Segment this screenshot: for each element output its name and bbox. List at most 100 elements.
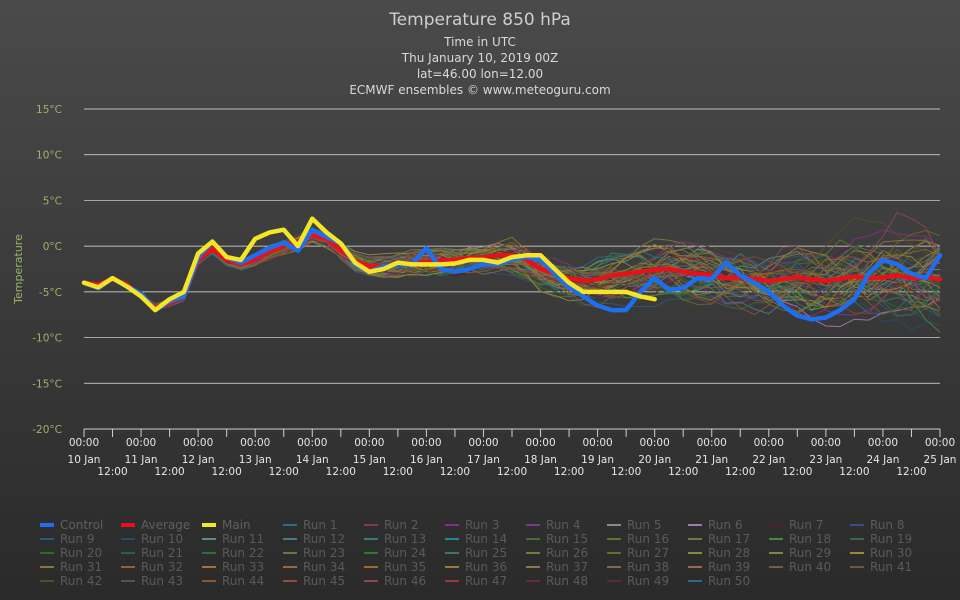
x-tick-date: 25 Jan bbox=[924, 454, 957, 466]
y-tick-label: 0°C bbox=[43, 241, 62, 253]
legend-item-label[interactable]: Run 42 bbox=[60, 574, 102, 588]
chart-title: Temperature 850 hPa bbox=[388, 10, 571, 30]
legend-item-label[interactable]: Run 19 bbox=[870, 532, 912, 546]
x-tick-date: 19 Jan bbox=[581, 454, 614, 466]
x-tick-minor-label: 12:00 bbox=[154, 466, 184, 478]
ensemble-run-line bbox=[83, 229, 941, 309]
legend-item-label[interactable]: Run 47 bbox=[465, 574, 507, 588]
legend-item-label[interactable]: Run 49 bbox=[627, 574, 669, 588]
legend-item-label[interactable]: Run 16 bbox=[627, 532, 669, 546]
legend-item-label[interactable]: Run 11 bbox=[222, 532, 264, 546]
legend-item-label[interactable]: Run 20 bbox=[60, 546, 102, 560]
x-tick-date: 15 Jan bbox=[353, 454, 386, 466]
legend-item-label[interactable]: Run 13 bbox=[384, 532, 426, 546]
x-tick-time: 00:00 bbox=[411, 437, 441, 449]
chart-subtitle-3: lat=46.00 lon=12.00 bbox=[417, 67, 543, 81]
legend-item-label[interactable]: Run 35 bbox=[384, 560, 426, 574]
legend-item-label[interactable]: Run 8 bbox=[870, 518, 904, 532]
series-line-main bbox=[81, 216, 657, 313]
x-tick-date: 13 Jan bbox=[239, 454, 272, 466]
legend-item-label[interactable]: Control bbox=[60, 518, 103, 532]
legend-item-label[interactable]: Run 9 bbox=[60, 532, 94, 546]
legend-item-label[interactable]: Run 28 bbox=[708, 546, 750, 560]
legend-item-label[interactable]: Run 6 bbox=[708, 518, 742, 532]
legend-item-label[interactable]: Run 31 bbox=[60, 560, 102, 574]
legend-item-label[interactable]: Run 14 bbox=[465, 532, 507, 546]
legend-item-label[interactable]: Run 43 bbox=[141, 574, 183, 588]
legend-item-label[interactable]: Run 30 bbox=[870, 546, 912, 560]
chart-subtitle-4: ECMWF ensembles © www.meteoguru.com bbox=[349, 83, 610, 97]
x-tick-date: 22 Jan bbox=[752, 454, 785, 466]
legend-item-label[interactable]: Run 17 bbox=[708, 532, 750, 546]
legend-item-label[interactable]: Run 2 bbox=[384, 518, 418, 532]
x-axis-ticks: 00:00 10 Jan 00:00 11 Jan 00:00 12 Jan 00:00 13… bbox=[68, 428, 957, 478]
legend-item-label[interactable]: Average bbox=[141, 518, 190, 532]
legend-item-label[interactable]: Run 27 bbox=[627, 546, 669, 560]
chart-subtitle-1: Time in UTC bbox=[443, 35, 516, 49]
legend-item-label[interactable]: Run 7 bbox=[789, 518, 823, 532]
x-tick-time: 00:00 bbox=[297, 437, 327, 449]
legend-item-label[interactable]: Run 48 bbox=[546, 574, 588, 588]
x-tick-minor-label: 12:00 bbox=[611, 466, 641, 478]
y-axis-ticks: 15°C 10°C 5°C 0°C -5°C -10°C -15°C -20°C bbox=[32, 104, 62, 436]
legend: Control Average Main Run 1 Run 2 Run 3 Run 4 Ru… bbox=[40, 518, 912, 588]
x-tick-date: 20 Jan bbox=[638, 454, 671, 466]
x-tick-date: 11 Jan bbox=[125, 454, 158, 466]
legend-item-label[interactable]: Run 38 bbox=[627, 560, 669, 574]
legend-item-label[interactable]: Main bbox=[222, 518, 251, 532]
x-tick-time: 00:00 bbox=[240, 437, 270, 449]
legend-item-label[interactable]: Run 24 bbox=[384, 546, 426, 560]
y-tick-label: 10°C bbox=[36, 150, 62, 162]
x-tick-date: 14 Jan bbox=[296, 454, 329, 466]
y-tick-label: -15°C bbox=[32, 378, 62, 390]
x-tick-date: 12 Jan bbox=[182, 454, 215, 466]
legend-item-label[interactable]: Run 46 bbox=[384, 574, 426, 588]
legend-item-label[interactable]: Run 32 bbox=[141, 560, 183, 574]
legend-item-label[interactable]: Run 41 bbox=[870, 560, 912, 574]
legend-item-label[interactable]: Run 1 bbox=[303, 518, 337, 532]
x-tick-minor-label: 12:00 bbox=[725, 466, 755, 478]
chart-subtitle-2: Thu January 10, 2019 00Z bbox=[401, 51, 558, 65]
x-tick-time: 00:00 bbox=[925, 437, 955, 449]
legend-item-label[interactable]: Run 36 bbox=[465, 560, 507, 574]
legend-item-label[interactable]: Run 4 bbox=[546, 518, 580, 532]
legend-item-label[interactable]: Run 15 bbox=[546, 532, 588, 546]
y-tick-label: 15°C bbox=[36, 104, 62, 116]
x-tick-minor-label: 12:00 bbox=[212, 466, 242, 478]
legend-item-label[interactable]: Run 26 bbox=[546, 546, 588, 560]
legend-item-label[interactable]: Run 33 bbox=[222, 560, 264, 574]
x-tick-time: 00:00 bbox=[582, 437, 612, 449]
x-tick-time: 00:00 bbox=[126, 437, 156, 449]
y-axis-label: Temperature bbox=[12, 234, 25, 305]
legend-item-label[interactable]: Run 10 bbox=[141, 532, 183, 546]
legend-item-label[interactable]: Run 23 bbox=[303, 546, 345, 560]
x-tick-time: 00:00 bbox=[468, 437, 498, 449]
y-tick-label: -5°C bbox=[39, 287, 62, 299]
legend-item-label[interactable]: Run 45 bbox=[303, 574, 345, 588]
legend-item-label[interactable]: Run 39 bbox=[708, 560, 750, 574]
x-tick-time: 00:00 bbox=[640, 437, 670, 449]
x-tick-minor-label: 12:00 bbox=[839, 466, 869, 478]
legend-item-label[interactable]: Run 5 bbox=[627, 518, 661, 532]
grid-lines bbox=[84, 108, 940, 430]
legend-item-label[interactable]: Run 50 bbox=[708, 574, 750, 588]
x-tick-minor-label: 12:00 bbox=[97, 466, 127, 478]
x-tick-minor-label: 12:00 bbox=[782, 466, 812, 478]
legend-item-label[interactable]: Run 34 bbox=[303, 560, 345, 574]
legend-item-label[interactable]: Run 37 bbox=[546, 560, 588, 574]
legend-item-label[interactable]: Run 12 bbox=[303, 532, 345, 546]
legend-item-label[interactable]: Run 18 bbox=[789, 532, 831, 546]
x-tick-time: 00:00 bbox=[69, 437, 99, 449]
legend-item-label[interactable]: Run 44 bbox=[222, 574, 264, 588]
ensemble-runs bbox=[83, 211, 941, 333]
x-tick-date: 10 Jan bbox=[68, 454, 101, 466]
legend-item-label[interactable]: Run 29 bbox=[789, 546, 831, 560]
legend-item-label[interactable]: Run 40 bbox=[789, 560, 831, 574]
x-tick-time: 00:00 bbox=[525, 437, 555, 449]
legend-item-label[interactable]: Run 25 bbox=[465, 546, 507, 560]
legend-item-label[interactable]: Run 21 bbox=[141, 546, 183, 560]
legend-item-label[interactable]: Run 22 bbox=[222, 546, 264, 560]
legend-item-label[interactable]: Run 3 bbox=[465, 518, 499, 532]
x-tick-time: 00:00 bbox=[811, 437, 841, 449]
